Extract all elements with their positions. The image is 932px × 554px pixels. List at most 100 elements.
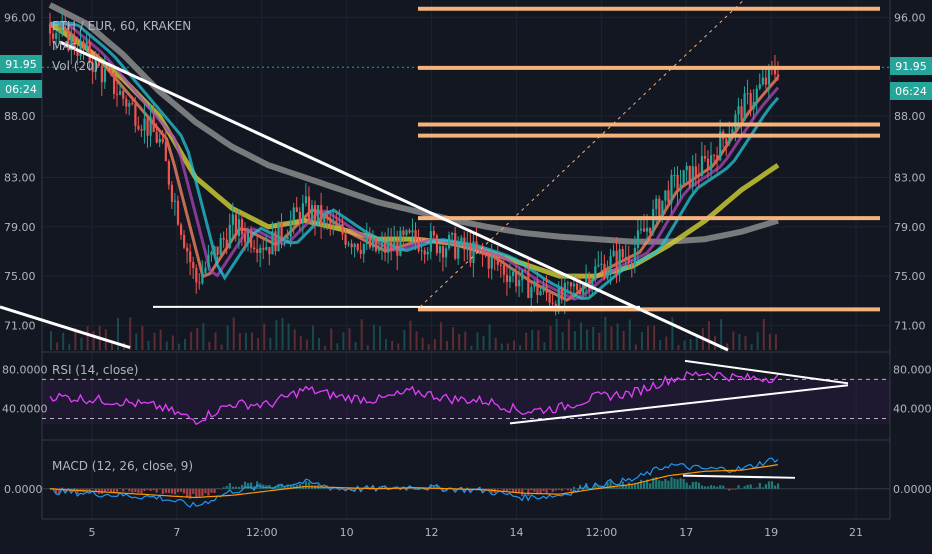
time-tick-label: 12 <box>425 526 439 539</box>
volume-bar <box>147 340 150 350</box>
candle-body <box>636 230 640 248</box>
macd-histogram-bar <box>755 487 758 489</box>
macd-histogram-bar <box>469 488 472 492</box>
candle-body <box>454 233 457 259</box>
macd-histogram-bar <box>73 488 76 489</box>
time-tick-label: 12:00 <box>246 526 278 539</box>
candle-body <box>649 227 652 234</box>
macd-histogram-bar <box>116 488 119 493</box>
candle-body <box>505 274 509 283</box>
candle-body <box>283 239 286 241</box>
macd-histogram-bar <box>192 488 195 494</box>
support-resistance-lines[interactable] <box>153 6 880 312</box>
macd-histogram-bar <box>173 488 177 495</box>
macd-histogram-bar <box>298 483 301 489</box>
volume-bar <box>397 343 400 350</box>
candle-body <box>700 156 704 176</box>
candle-body <box>310 205 314 220</box>
candle-body <box>341 223 344 235</box>
candle-body <box>195 268 198 283</box>
time-tick-label: 19 <box>764 526 778 539</box>
macd-histogram-bar <box>91 488 94 489</box>
last-price-badge-right <box>890 57 932 75</box>
macd-histogram-bar <box>201 488 204 496</box>
macd-histogram-bar <box>320 488 323 489</box>
macd-histogram-bar <box>597 485 600 489</box>
candle-body <box>271 231 274 255</box>
trend-lines[interactable] <box>0 0 745 352</box>
candle-body <box>469 243 472 263</box>
ma-legend[interactable]: MAs <box>52 39 77 53</box>
volume-bar <box>159 329 162 350</box>
candle-body <box>627 256 630 264</box>
volume-bar <box>372 324 375 350</box>
volume-bar <box>74 328 77 350</box>
symbol-legend[interactable]: ETH / EUR, 60, KRAKEN <box>52 19 191 33</box>
volume-bar <box>177 343 180 350</box>
volume-bar <box>257 338 260 350</box>
volume-bar <box>695 336 698 350</box>
macd-histogram-bar <box>524 488 527 490</box>
volume-legend[interactable]: Vol (20) <box>52 59 98 73</box>
macd-legend[interactable]: MACD (12, 26, close, 9) <box>52 459 193 473</box>
candle-body <box>609 256 612 271</box>
macd-histogram-bar <box>213 488 216 493</box>
price-tick-left: 83.00 <box>4 172 36 185</box>
macd-histogram-bar <box>676 479 679 489</box>
candle-body <box>530 287 533 298</box>
candle-body <box>429 231 432 252</box>
candle-body <box>432 231 435 236</box>
volume-bar <box>50 331 52 350</box>
candle-body <box>655 198 658 210</box>
volume-bar <box>263 323 266 350</box>
candle-body <box>55 32 58 39</box>
macd-histogram-bar <box>582 487 585 489</box>
candle-body <box>451 233 454 235</box>
candle-body <box>295 207 298 213</box>
macd-histogram-bar <box>740 488 743 489</box>
candle-body <box>633 247 637 265</box>
macd-histogram-bar <box>618 487 621 489</box>
macd-histogram-bar <box>271 486 274 489</box>
last-price-left: 91.95 <box>5 58 37 71</box>
rsi-tick-right: 40.0000 <box>893 403 932 416</box>
volume-bar <box>634 344 637 350</box>
candle-body <box>755 88 758 103</box>
rsi-legend[interactable]: RSI (14, close) <box>52 363 138 377</box>
price-candles <box>42 9 890 316</box>
volume-bar <box>671 317 674 350</box>
candle-body <box>615 250 618 271</box>
volume-bar <box>445 341 448 350</box>
volume-bar <box>494 337 497 350</box>
macd-histogram-bar <box>265 485 268 489</box>
countdown-left: 06:24 <box>5 83 37 96</box>
candle-body <box>588 277 591 290</box>
candle-body <box>612 250 615 257</box>
candle-body <box>265 246 268 250</box>
last-price-right: 91.95 <box>895 60 927 73</box>
candle-body <box>548 292 551 303</box>
macd-histogram-bar <box>585 483 588 489</box>
volume-bar <box>756 332 759 350</box>
rsi-tick-right: 80.0000 <box>893 364 932 377</box>
volume-bar <box>525 332 528 350</box>
candle-body <box>362 244 365 254</box>
volume-bar <box>336 343 339 350</box>
candle-body <box>679 183 682 191</box>
volume-bar <box>768 333 771 350</box>
macd-histogram-bar <box>326 487 329 489</box>
volume-bar <box>220 344 223 350</box>
candle-body <box>146 118 149 136</box>
macd-histogram-bar <box>569 488 573 492</box>
macd-histogram-bar <box>253 486 256 489</box>
candle-body <box>387 241 390 253</box>
candle-body <box>728 135 731 144</box>
macd-histogram-bar <box>758 483 761 489</box>
volume-bar <box>500 343 503 350</box>
macd-histogram-bar <box>633 483 637 489</box>
volume-bar <box>598 332 601 350</box>
macd-histogram-bar <box>694 481 697 489</box>
macd-histogram-bar <box>112 488 116 493</box>
